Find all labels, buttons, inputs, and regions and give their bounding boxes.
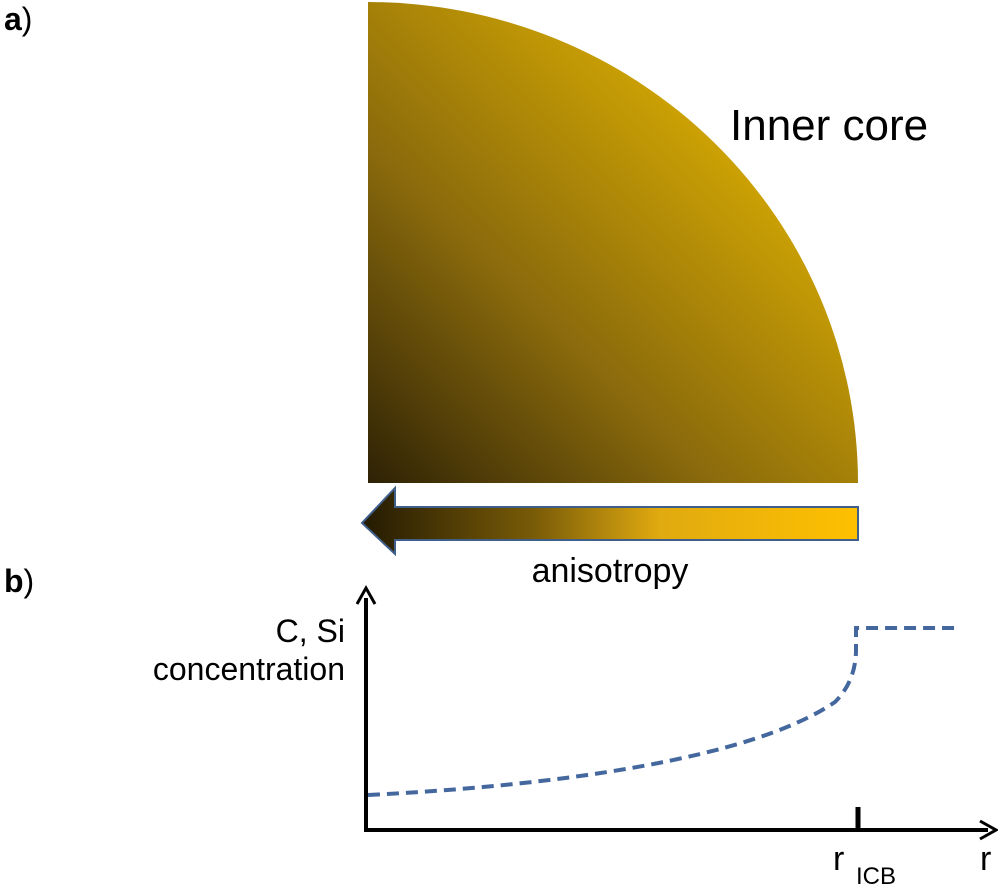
panel-label: b) [4, 563, 34, 599]
concentration-curve [367, 626, 960, 797]
panel-label: a) [4, 1, 32, 37]
anisotropy-label: anisotropy [532, 552, 689, 590]
x-axis-label: r [980, 840, 991, 878]
axes [355, 584, 998, 841]
anisotropy-arrow [360, 485, 859, 557]
text: ) [22, 1, 33, 37]
tick-label: r [833, 840, 844, 878]
text: a [4, 1, 22, 37]
inner-core-label: Inner core [730, 101, 928, 150]
text: b [4, 563, 24, 599]
text: ) [24, 563, 35, 599]
y-axis-label: concentration [153, 651, 345, 687]
tick-subscript: ICB [856, 863, 896, 890]
inner-core-quadrant [368, 2, 858, 483]
y-axis-label: C, Si [276, 613, 345, 649]
